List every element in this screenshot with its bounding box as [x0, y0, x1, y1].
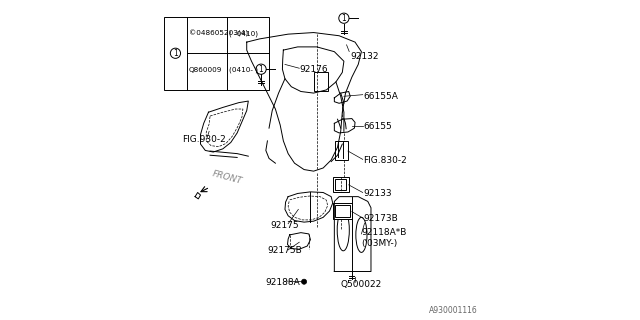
Text: A930001116: A930001116	[429, 306, 477, 315]
Text: Q860009: Q860009	[189, 67, 222, 73]
FancyBboxPatch shape	[314, 72, 328, 92]
Circle shape	[301, 279, 307, 284]
Text: 1: 1	[173, 49, 178, 58]
Text: 1: 1	[342, 14, 346, 23]
Text: 92173B: 92173B	[363, 214, 398, 223]
Text: ©048605203(4): ©048605203(4)	[189, 30, 248, 37]
Text: 66155: 66155	[363, 122, 392, 131]
FancyBboxPatch shape	[335, 180, 346, 190]
Text: 92175B: 92175B	[268, 246, 302, 255]
FancyBboxPatch shape	[333, 177, 349, 193]
Text: 1: 1	[259, 65, 264, 74]
Text: (0410- ): (0410- )	[228, 67, 257, 73]
FancyBboxPatch shape	[335, 141, 348, 160]
FancyBboxPatch shape	[335, 205, 349, 217]
Text: 92175: 92175	[271, 221, 300, 230]
Text: FIG.930-2: FIG.930-2	[182, 135, 226, 144]
Text: FIG.830-2: FIG.830-2	[363, 156, 407, 164]
Text: 92133: 92133	[363, 189, 392, 198]
Text: 92188A: 92188A	[266, 278, 301, 287]
FancyBboxPatch shape	[164, 17, 269, 90]
Text: Q500022: Q500022	[340, 280, 382, 289]
Text: 92132: 92132	[350, 52, 379, 61]
Text: 92176: 92176	[300, 65, 328, 74]
Text: 66155A: 66155A	[363, 92, 398, 101]
FancyBboxPatch shape	[333, 203, 352, 219]
Text: FRONT: FRONT	[211, 169, 243, 186]
Text: ( -0410): ( -0410)	[228, 30, 257, 37]
Text: 92118A*B
('03MY-): 92118A*B ('03MY-)	[362, 228, 407, 248]
